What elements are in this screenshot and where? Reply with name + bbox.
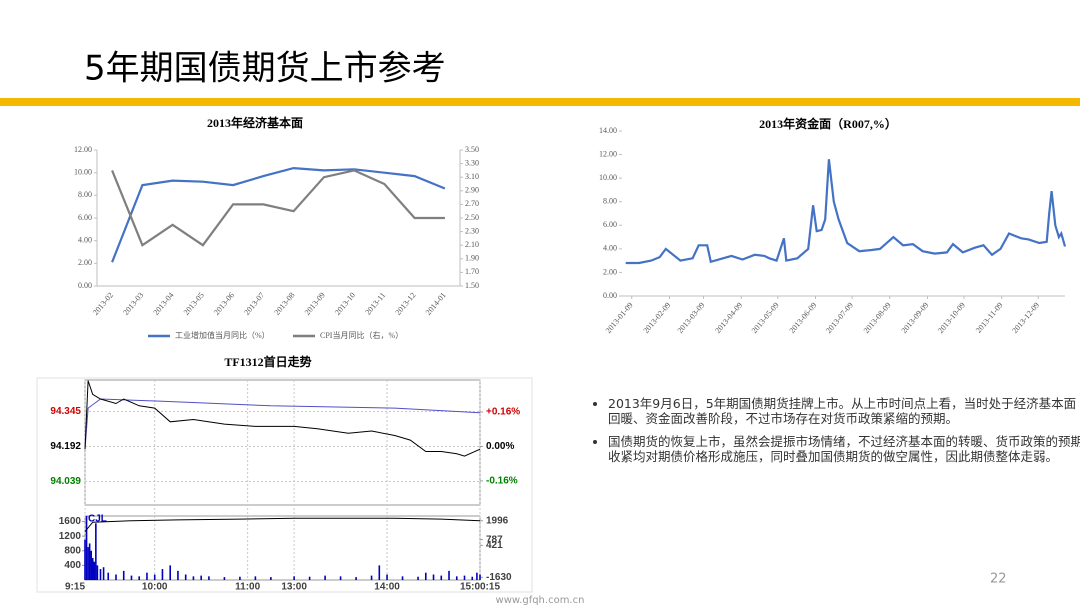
- series-line: [111, 166, 446, 263]
- price-line: [84, 380, 481, 457]
- y2-tick-label: 1.50: [465, 281, 479, 290]
- y-tick-label: 4.00: [78, 235, 92, 244]
- y-tick-label: 94.192: [50, 441, 81, 452]
- y-tick-label: 0.00: [78, 281, 92, 290]
- y-tick-label: 12.00: [599, 149, 617, 158]
- y-tick-label: 14.00: [599, 126, 617, 135]
- volume-tick-label: 400: [64, 560, 81, 571]
- x-tick-label: 2013-02-09: [642, 301, 673, 335]
- y2-tick-label: 1.90: [465, 254, 479, 263]
- y2-tick-label: 0.00%: [486, 441, 514, 452]
- panel: [36, 377, 533, 593]
- x-tick-label: 2013-05: [182, 291, 206, 317]
- legend-label: CPI当月同比（右，%）: [320, 330, 403, 340]
- x-tick-label: 2013-04-09: [713, 301, 744, 335]
- series-line: [111, 169, 445, 247]
- open-interest-line: [84, 517, 481, 532]
- legend-label: 工业增加值当月同比（%）: [175, 330, 270, 340]
- x-tick-label: 2013-08: [273, 291, 297, 317]
- x-tick-label: 2013-03-09: [676, 301, 707, 335]
- chart-title: 2013年经济基本面: [207, 115, 303, 130]
- title-band: [0, 98, 1080, 106]
- x-tick-label: 14:00: [374, 582, 400, 593]
- y2-tick-label: 2.90: [465, 186, 479, 195]
- y2-tick-label: 2.10: [465, 240, 479, 249]
- volume-tick-label: 1600: [59, 516, 82, 527]
- chart-title: TF1312首日走势: [224, 354, 311, 369]
- page-number: 22: [990, 572, 1007, 587]
- y2-tick-label: +0.16%: [486, 407, 520, 418]
- y-tick-label: 12.00: [74, 145, 92, 154]
- y-tick-label: 94.345: [50, 406, 81, 417]
- y-tick-label: 4.00: [603, 244, 617, 253]
- volume-legend: CJL: [88, 514, 107, 525]
- watermark: www.gfqh.com.cn: [496, 595, 585, 606]
- volume-y2-tick-label: 787: [486, 534, 503, 545]
- y-tick-label: 6.00: [78, 213, 92, 222]
- x-tick-label: 2013-06: [212, 291, 236, 317]
- y2-tick-label: 1.70: [465, 267, 479, 276]
- y-tick-label: 0.00: [603, 291, 617, 300]
- volume-tick-label: 1200: [59, 531, 82, 542]
- slide-title: 5年期国债期货上市参考: [84, 49, 446, 89]
- y2-tick-label: -0.16%: [486, 476, 518, 487]
- y-tick-label: 8.00: [78, 190, 92, 199]
- x-tick-label: 2013-06-09: [788, 301, 819, 335]
- x-tick-label: 2013-11: [363, 291, 387, 317]
- average-line: [84, 398, 481, 450]
- x-tick-label: 2013-10: [333, 291, 357, 317]
- x-tick-label: 2013-12-09: [1010, 301, 1041, 335]
- x-tick-label: 15:00:15: [460, 582, 500, 593]
- volume-y2-tick-label: 1996: [486, 515, 509, 526]
- x-tick-label: 2013-02: [91, 291, 115, 317]
- y2-tick-label: 3.30: [465, 158, 479, 167]
- y2-tick-label: 2.30: [465, 226, 479, 235]
- bullet: 2013年9月6日，5年期国债期货挂牌上市。从上市时间点上看，当时处于经济基本面…: [608, 396, 1080, 426]
- x-tick-label: 10:00: [142, 582, 168, 593]
- x-tick-label: 2013-01-09: [604, 301, 635, 335]
- series-line: [625, 159, 1067, 265]
- y-tick-label: 8.00: [603, 197, 617, 206]
- y2-tick-label: 2.70: [465, 199, 479, 208]
- x-tick-label: 2013-09-09: [900, 301, 931, 335]
- y-tick-label: 94.039: [50, 476, 81, 487]
- volume-y2-tick-label: 421: [486, 540, 503, 551]
- y-tick-label: 6.00: [603, 220, 617, 229]
- x-tick-label: 9:15: [65, 582, 85, 593]
- y-tick-label: 2.00: [78, 258, 92, 267]
- chart-title: 2013年资金面（R007,%）: [759, 116, 897, 131]
- x-tick-label: 13:00: [281, 582, 307, 593]
- volume-tick-label: 800: [64, 545, 81, 556]
- x-tick-label: 2013-05-09: [750, 301, 781, 335]
- y-tick-label: 10.00: [74, 167, 92, 176]
- x-tick-label: 2013-11-09: [974, 301, 1005, 335]
- y2-tick-label: 3.10: [465, 172, 479, 181]
- x-tick-label: 2013-12: [394, 291, 418, 317]
- x-tick-label: 2013-08-09: [862, 301, 893, 335]
- x-tick-label: 2014-01: [424, 291, 448, 317]
- volume-y2-tick-label: -1630: [486, 572, 512, 583]
- x-tick-label: 2013-04: [152, 291, 176, 317]
- x-tick-label: 2013-07: [242, 291, 266, 317]
- y2-tick-label: 3.50: [465, 145, 479, 154]
- y2-tick-label: 2.50: [465, 213, 479, 222]
- y-tick-label: 10.00: [599, 173, 617, 182]
- x-tick-label: 2013-03: [121, 291, 145, 317]
- x-tick-label: 11:00: [235, 582, 260, 593]
- bullet: 国债期货的恢复上市，虽然会提振市场情绪，不过经济基本面的转暖、货币政策的预期收紧…: [608, 434, 1080, 464]
- x-tick-label: 2013-10-09: [936, 301, 967, 335]
- y-tick-label: 2.00: [603, 267, 617, 276]
- x-tick-label: 2013-09: [303, 291, 327, 317]
- bullet-list: 2013年9月6日，5年期国债期货挂牌上市。从上市时间点上看，当时处于经济基本面…: [590, 396, 1080, 472]
- x-tick-label: 2013-07-09: [824, 301, 855, 335]
